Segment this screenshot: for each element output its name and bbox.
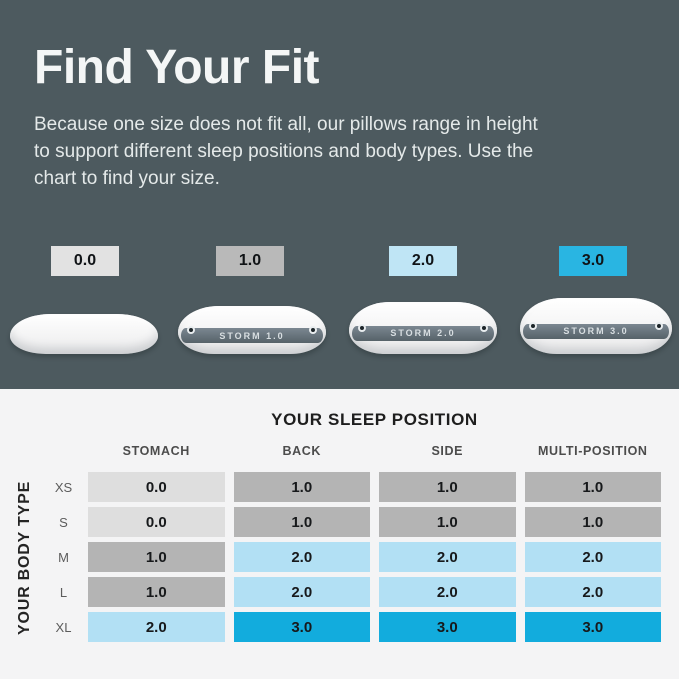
row-label-xl: XL bbox=[55, 619, 72, 635]
size-badge-0: 0.0 bbox=[51, 246, 119, 276]
pillow-band-label: STORM 1.0 bbox=[181, 328, 323, 344]
page-title: Find Your Fit bbox=[34, 41, 320, 94]
pillow-band-label: STORM 3.0 bbox=[523, 323, 669, 339]
fit-table: XS 0.0 1.0 1.0 1.0 S 0.0 1.0 1.0 1.0 M 1… bbox=[48, 472, 661, 642]
size-badge-3: 3.0 bbox=[559, 246, 627, 276]
cell-l-multi: 2.0 bbox=[524, 577, 661, 607]
cell-m-back: 2.0 bbox=[233, 542, 370, 572]
table-row-l: L 1.0 2.0 2.0 2.0 bbox=[48, 577, 661, 607]
row-label-xs: XS bbox=[54, 479, 73, 495]
cell-s-back: 1.0 bbox=[233, 507, 370, 537]
cell-m-side: 2.0 bbox=[379, 542, 516, 572]
cell-xl-multi: 3.0 bbox=[524, 612, 661, 642]
table-row-m: M 1.0 2.0 2.0 2.0 bbox=[48, 542, 661, 572]
grommet-icon bbox=[529, 322, 537, 330]
grommet-icon bbox=[655, 322, 663, 330]
pillow-image-1: STORM 1.0 bbox=[178, 306, 326, 354]
cell-m-multi: 2.0 bbox=[524, 542, 661, 572]
sleep-position-header: YOUR SLEEP POSITION bbox=[271, 410, 478, 429]
cell-xl-back: 3.0 bbox=[233, 612, 370, 642]
cell-xs-side: 1.0 bbox=[379, 472, 516, 502]
table-row-s: S 0.0 1.0 1.0 1.0 bbox=[48, 507, 661, 537]
column-header-side: SIDE bbox=[431, 444, 464, 458]
grommet-icon bbox=[187, 326, 195, 334]
cell-xl-side: 3.0 bbox=[379, 612, 516, 642]
pillow-band-label: STORM 2.0 bbox=[352, 325, 494, 341]
cell-xs-stomach: 0.0 bbox=[88, 472, 225, 502]
cell-s-stomach: 0.0 bbox=[88, 507, 225, 537]
column-header-back: BACK bbox=[282, 444, 321, 458]
grommet-icon bbox=[358, 324, 366, 332]
column-headers: STOMACH BACK SIDE MULTI-POSITION bbox=[88, 444, 661, 458]
table-row-xl: XL 2.0 3.0 3.0 3.0 bbox=[48, 612, 661, 642]
cell-s-multi: 1.0 bbox=[524, 507, 661, 537]
cell-m-stomach: 1.0 bbox=[88, 542, 225, 572]
cell-xs-back: 1.0 bbox=[233, 472, 370, 502]
cell-l-side: 2.0 bbox=[379, 577, 516, 607]
size-badge-2: 2.0 bbox=[389, 246, 457, 276]
column-header-stomach: STOMACH bbox=[122, 444, 190, 458]
pillow-image-0 bbox=[10, 314, 158, 354]
row-label-m: M bbox=[58, 549, 69, 565]
table-row-xs: XS 0.0 1.0 1.0 1.0 bbox=[48, 472, 661, 502]
cell-l-stomach: 1.0 bbox=[88, 577, 225, 607]
cell-xl-stomach: 2.0 bbox=[88, 612, 225, 642]
pillow-image-3: STORM 3.0 bbox=[520, 298, 672, 354]
row-label-s: S bbox=[59, 514, 68, 530]
pillow-body bbox=[10, 314, 158, 354]
row-label-l: L bbox=[59, 584, 68, 600]
cell-l-back: 2.0 bbox=[233, 577, 370, 607]
grommet-icon bbox=[480, 324, 488, 332]
size-badge-1: 1.0 bbox=[216, 246, 284, 276]
body-type-axis-label: YOUR BODY TYPE bbox=[16, 480, 33, 636]
grommet-icon bbox=[309, 326, 317, 334]
pillow-image-2: STORM 2.0 bbox=[349, 302, 497, 354]
cell-s-side: 1.0 bbox=[379, 507, 516, 537]
description-text: Because one size does not fit all, our p… bbox=[34, 114, 538, 189]
cell-xs-multi: 1.0 bbox=[524, 472, 661, 502]
column-header-multi-position: MULTI-POSITION bbox=[537, 444, 648, 458]
fit-chart-panel: YOUR SLEEP POSITION STOMACH BACK SIDE MU… bbox=[0, 389, 679, 679]
